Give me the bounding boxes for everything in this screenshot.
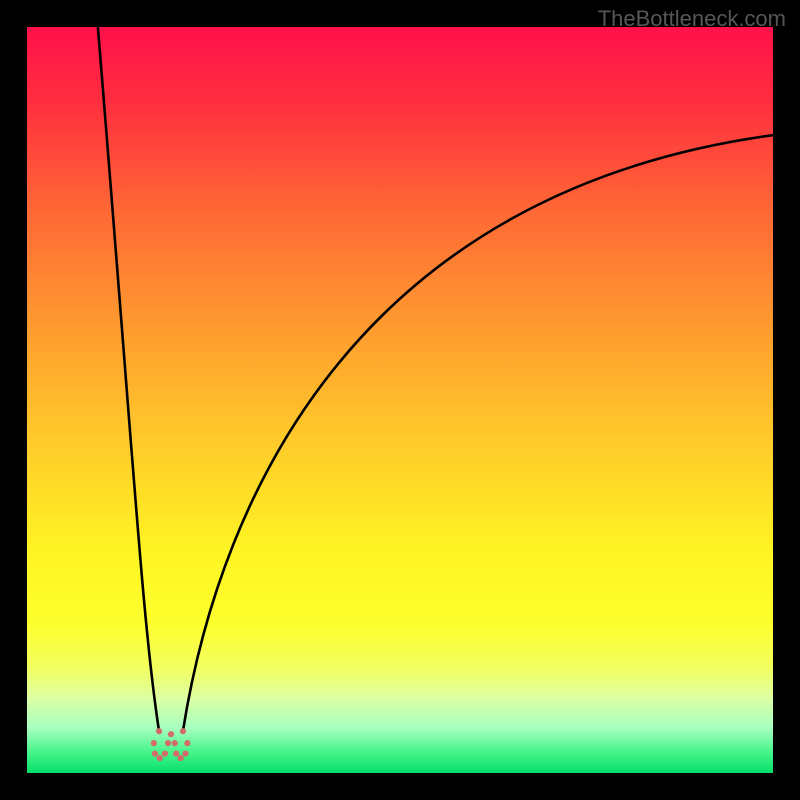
- bottleneck-plot: [27, 27, 773, 773]
- chart-frame: TheBottleneck.com: [0, 0, 800, 800]
- gradient-background: [27, 27, 773, 773]
- plot-svg: [27, 27, 773, 773]
